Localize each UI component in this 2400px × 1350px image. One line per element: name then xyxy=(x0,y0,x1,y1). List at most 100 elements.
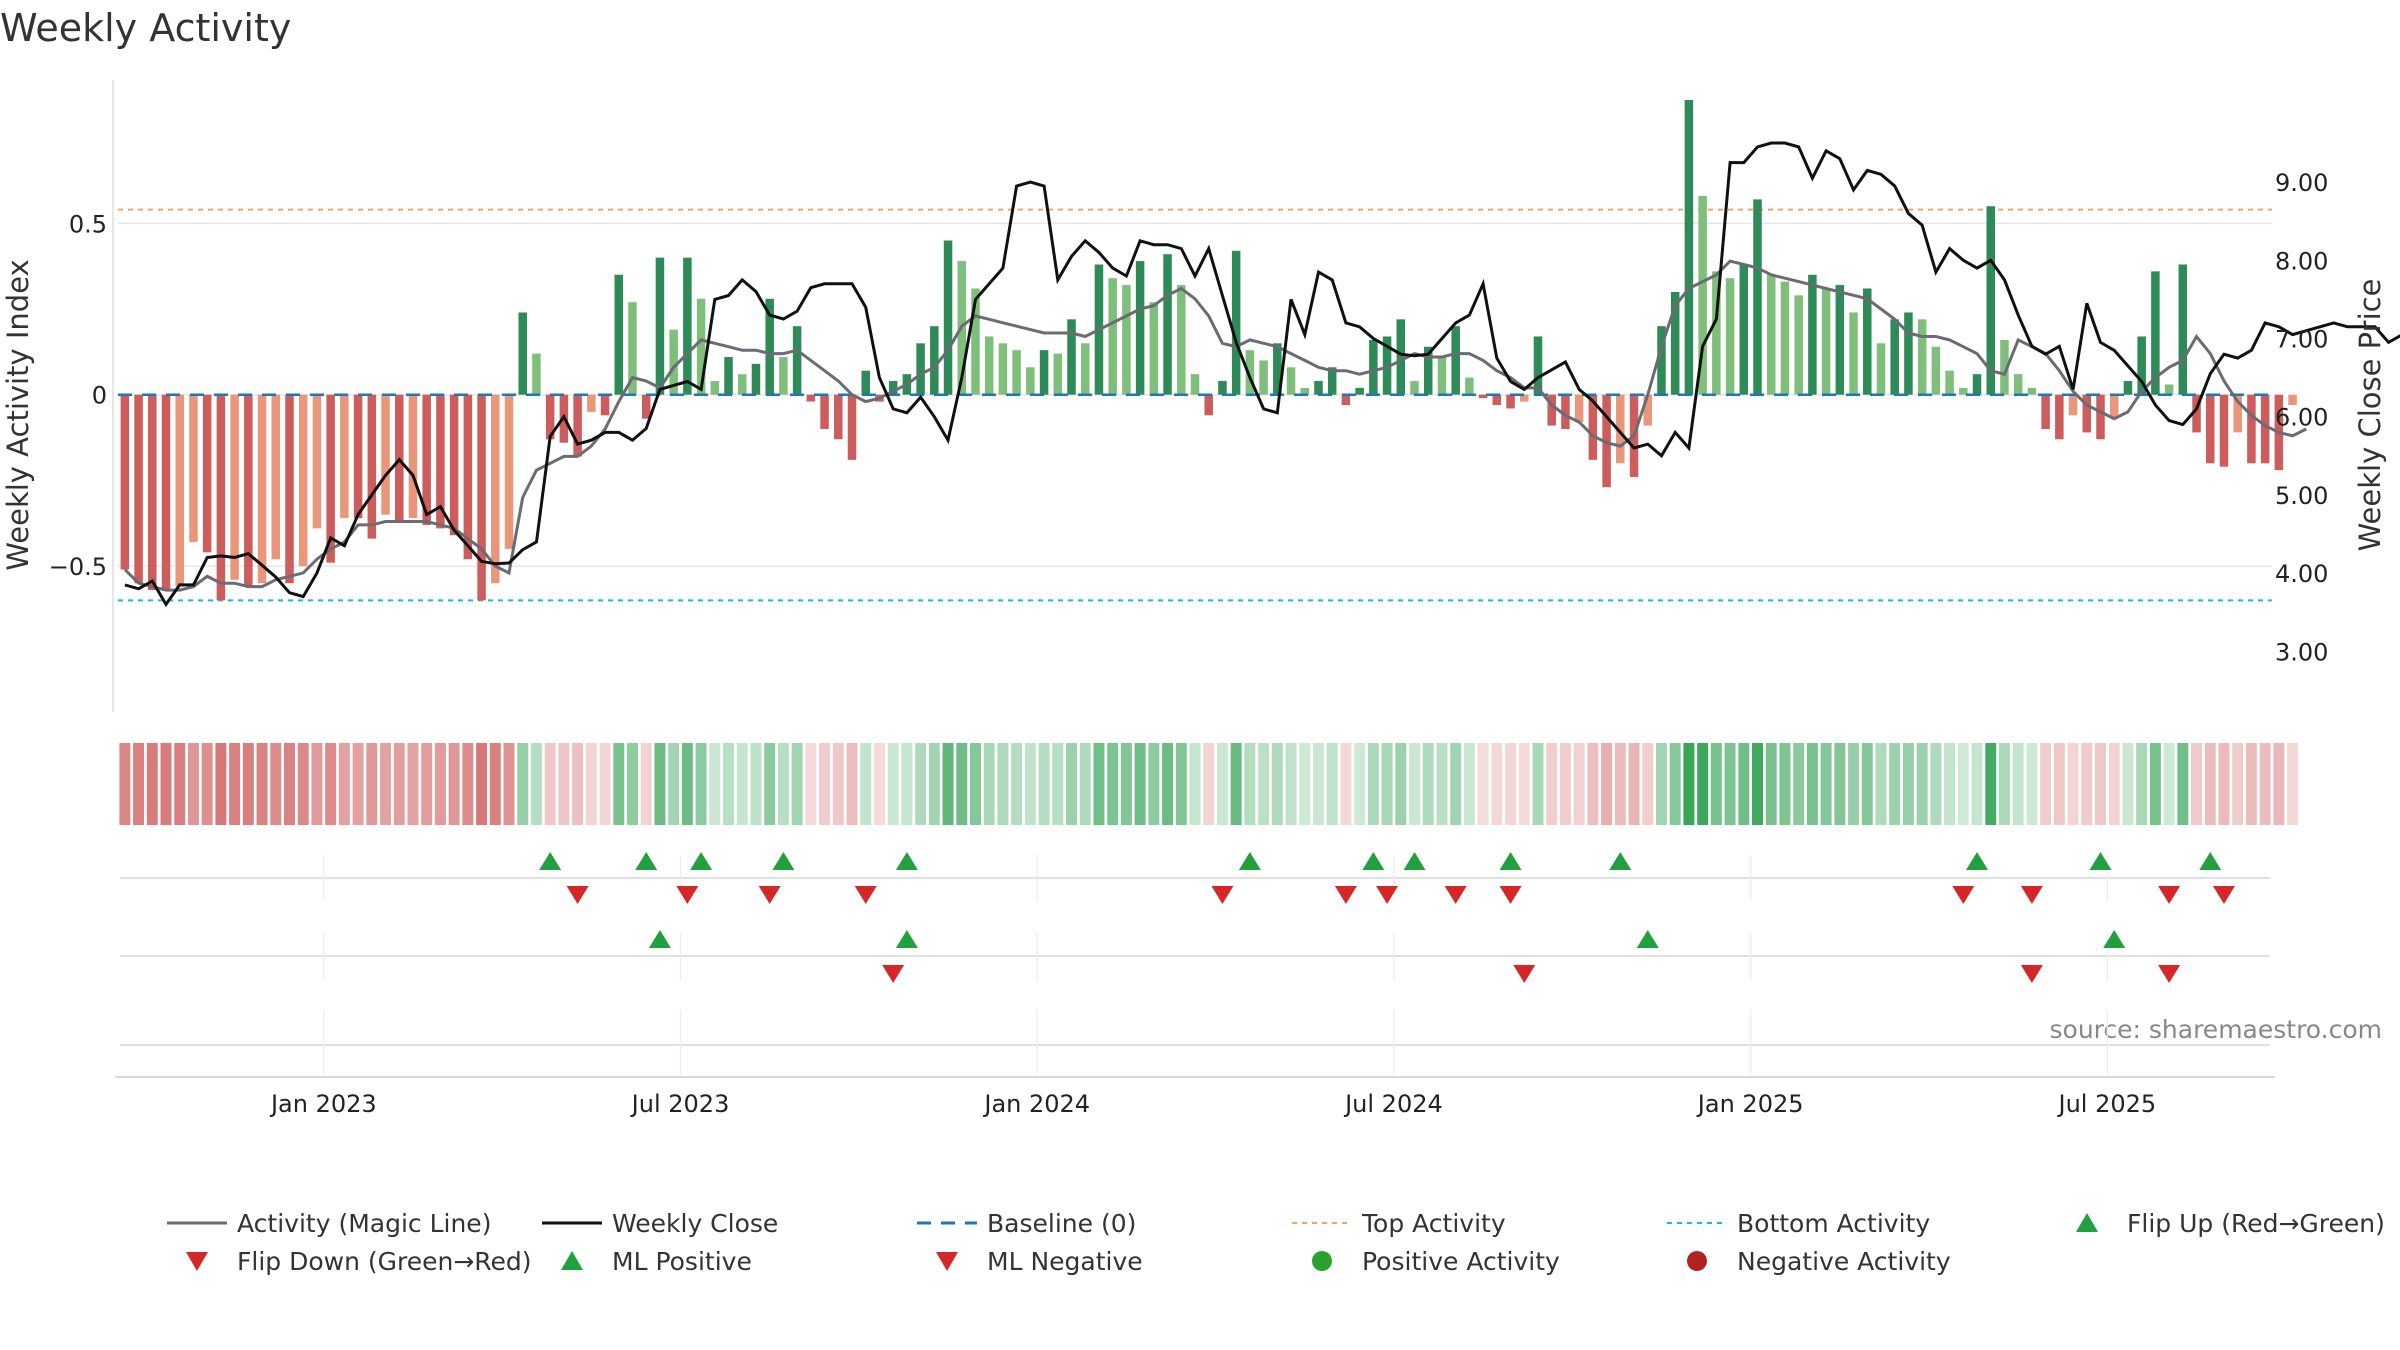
heat-cell xyxy=(1957,743,1969,825)
flip-up-marker xyxy=(1362,852,1385,870)
heat-cell xyxy=(1340,743,1352,825)
activity-bar xyxy=(1245,350,1255,395)
heat-cell xyxy=(983,743,995,825)
heat-cell xyxy=(1052,743,1064,825)
activity-bar xyxy=(1725,278,1735,395)
activity-bar xyxy=(477,394,486,601)
activity-bar xyxy=(669,329,678,395)
flip-up-marker xyxy=(1238,852,1261,870)
activity-bar xyxy=(1026,367,1035,395)
activity-bar xyxy=(1177,285,1186,395)
heat-cell xyxy=(695,743,707,825)
heat-cell xyxy=(2163,743,2175,825)
x-tick-label: Jul 2024 xyxy=(1343,1090,1443,1118)
activity-bar xyxy=(1945,370,1954,395)
heat-cell xyxy=(2136,743,2148,825)
circle-legend-key xyxy=(1687,1251,1707,1271)
heat-cell xyxy=(1477,743,1489,825)
activity-bar xyxy=(1423,346,1433,395)
heat-cell xyxy=(2232,743,2244,825)
heat-cell xyxy=(572,743,584,825)
heat-cell xyxy=(1985,743,1997,825)
activity-bar xyxy=(518,312,527,395)
activity-bar xyxy=(1876,343,1886,395)
legend-label: Flip Down (Green→Red) xyxy=(237,1246,532,1276)
activity-bars xyxy=(120,100,2297,601)
x-tick-label: Jan 2024 xyxy=(982,1090,1090,1118)
activity-bar xyxy=(1561,394,1570,429)
activity-bar xyxy=(2178,264,2188,395)
legend-label: Top Activity xyxy=(1362,1208,1506,1238)
heat-cell xyxy=(1093,743,1105,825)
activity-bar xyxy=(765,298,774,395)
heat-cell xyxy=(846,743,858,825)
heat-cell xyxy=(1230,743,1242,825)
heat-cell xyxy=(1752,743,1763,825)
heat-cell xyxy=(133,743,145,825)
activity-bar xyxy=(943,240,953,395)
heat-cell xyxy=(146,743,158,825)
activity-bar xyxy=(587,394,596,412)
heat-cell xyxy=(1312,743,1324,825)
activity-bar xyxy=(1684,100,1694,395)
heat-cell xyxy=(325,743,337,825)
x-tick-label: Jul 2025 xyxy=(2057,1090,2157,1118)
activity-bar xyxy=(134,394,143,584)
heat-cell xyxy=(1683,743,1695,825)
heat-cell xyxy=(1244,743,1256,825)
activity-bar xyxy=(504,394,514,549)
ml-negative-marker xyxy=(882,965,905,983)
heat-cell xyxy=(1532,743,1544,825)
activity-bar xyxy=(244,394,253,587)
activity-bar xyxy=(367,394,377,539)
heat-cell xyxy=(2204,743,2216,825)
activity-bar xyxy=(1410,381,1419,395)
flip-down-marker xyxy=(2212,886,2235,904)
dot-legend-key xyxy=(1292,1222,1352,1224)
heat-cell xyxy=(1203,743,1215,825)
legend: Activity (Magic Line) Weekly Close Baselin… xyxy=(0,1208,2400,1298)
activity-bar xyxy=(779,357,788,395)
heat-cell xyxy=(819,743,831,825)
heat-cell xyxy=(654,743,666,825)
heat-cell xyxy=(1998,743,2010,825)
axes-layer: 0.5 0 −0.5 3.00 4.00 5.00 6.00 7.00 8.00 9.00 Jan … xyxy=(49,80,2328,1118)
flip-down-marker xyxy=(676,886,699,904)
legend-item: ML Positive xyxy=(540,1246,752,1276)
flip-down-marker xyxy=(1334,886,1357,904)
heat-cell xyxy=(1326,743,1338,825)
activity-bar xyxy=(2219,394,2229,467)
heat-cell xyxy=(407,743,419,825)
heat-cell xyxy=(1930,743,1942,825)
heat-cell xyxy=(2012,743,2024,825)
heat-cell xyxy=(201,743,213,825)
y2-tick-label: 5.00 xyxy=(2275,482,2328,510)
heat-cell xyxy=(530,743,542,825)
activity-bar xyxy=(1451,326,1460,395)
heat-cell xyxy=(476,743,488,825)
activity-bar xyxy=(1327,367,1337,395)
heat-cell xyxy=(1916,743,1928,825)
y-tick-label: 0 xyxy=(92,382,107,410)
y2-tick-label: 8.00 xyxy=(2275,247,2328,275)
flip-up-marker xyxy=(1609,852,1632,870)
heat-cell xyxy=(736,743,748,825)
activity-bar xyxy=(1492,394,1502,405)
activity-bar xyxy=(1698,195,1707,395)
activity-bar xyxy=(1657,326,1666,395)
heat-cell xyxy=(1765,743,1777,825)
heat-cell xyxy=(297,743,309,825)
activity-bar xyxy=(1931,346,1941,395)
activity-bar xyxy=(285,394,294,584)
flip-down-marker xyxy=(1952,886,1975,904)
activity-bar xyxy=(1794,295,1803,395)
flip-down-marker xyxy=(566,886,589,904)
heat-cell xyxy=(1628,743,1640,825)
legend-label: Baseline (0) xyxy=(987,1208,1137,1238)
heat-cell xyxy=(421,743,433,825)
activity-bar xyxy=(381,394,390,515)
activity-bar xyxy=(2109,394,2119,419)
heat-cell xyxy=(723,743,735,825)
heat-cell xyxy=(1505,743,1517,825)
heat-cell xyxy=(1806,743,1818,825)
